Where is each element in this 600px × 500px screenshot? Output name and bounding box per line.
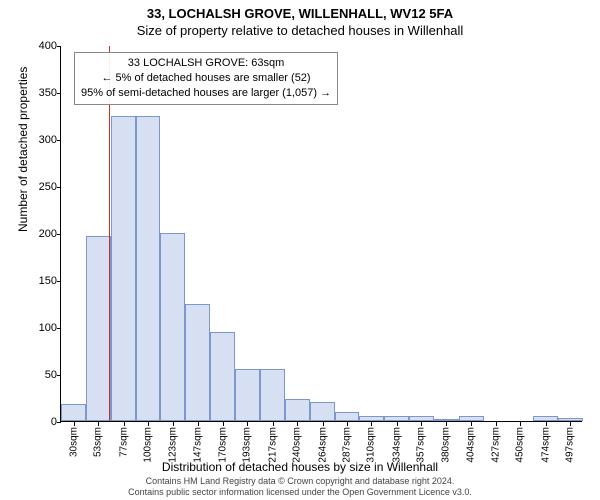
x-tick-label: 77sqm [118, 427, 129, 457]
info-annotation-box: 33 LOCHALSH GROVE: 63sqm ← 5% of detache… [74, 52, 338, 105]
histogram-bar [111, 116, 136, 422]
histogram-bar [136, 116, 160, 422]
x-tick-label: 53sqm [93, 427, 104, 457]
x-tick-label: 264sqm [317, 427, 328, 463]
x-tick-mark [570, 422, 571, 426]
histogram-bar [558, 418, 583, 421]
x-tick-mark [520, 422, 521, 426]
x-tick-label: 334sqm [391, 427, 402, 463]
histogram-bar [434, 419, 459, 421]
x-tick-mark [173, 422, 174, 426]
x-tick-mark [397, 422, 398, 426]
chart-subtitle: Size of property relative to detached ho… [0, 21, 600, 38]
x-tick-label: 474sqm [540, 427, 551, 463]
histogram-bar [359, 416, 384, 421]
footer-line: Contains public sector information licen… [0, 487, 600, 498]
x-tick-mark [297, 422, 298, 426]
x-tick-label: 310sqm [366, 427, 377, 463]
y-tick-mark [57, 93, 61, 94]
x-tick-label: 240sqm [292, 427, 303, 463]
info-line: ← 5% of detached houses are smaller (52) [81, 71, 331, 86]
histogram-bar [409, 416, 433, 421]
x-tick-label: 287sqm [341, 427, 352, 463]
footer-attribution: Contains HM Land Registry data © Crown c… [0, 476, 600, 498]
x-tick-mark [124, 422, 125, 426]
info-line: 95% of semi-detached houses are larger (… [81, 86, 331, 101]
histogram-bar [185, 304, 210, 422]
histogram-bar [86, 236, 111, 421]
histogram-bar [335, 412, 359, 421]
x-tick-mark [371, 422, 372, 426]
x-tick-mark [421, 422, 422, 426]
x-tick-label: 404sqm [466, 427, 477, 463]
x-tick-label: 380sqm [440, 427, 451, 463]
y-tick-mark [57, 422, 61, 423]
x-tick-label: 123sqm [167, 427, 178, 463]
x-tick-mark [471, 422, 472, 426]
x-tick-mark [273, 422, 274, 426]
x-axis-label: Distribution of detached houses by size … [0, 460, 600, 474]
y-tick-mark [57, 140, 61, 141]
x-tick-mark [546, 422, 547, 426]
x-tick-label: 357sqm [416, 427, 427, 463]
histogram-bar [459, 416, 484, 421]
footer-line: Contains HM Land Registry data © Crown c… [0, 476, 600, 487]
histogram-bar [260, 369, 285, 421]
x-tick-mark [74, 422, 75, 426]
page-title: 33, LOCHALSH GROVE, WILLENHALL, WV12 5FA [0, 0, 600, 21]
histogram-bar [61, 404, 86, 421]
x-tick-mark [323, 422, 324, 426]
histogram-bar [533, 416, 558, 421]
histogram-bar [160, 233, 185, 421]
y-tick-mark [57, 234, 61, 235]
histogram-bar [210, 332, 234, 421]
x-tick-mark [98, 422, 99, 426]
histogram-bar [285, 399, 310, 421]
y-tick-mark [57, 375, 61, 376]
histogram-bar [384, 416, 409, 421]
x-tick-mark [446, 422, 447, 426]
y-tick-mark [57, 281, 61, 282]
x-tick-label: 147sqm [193, 427, 204, 463]
x-tick-mark [223, 422, 224, 426]
y-tick-mark [57, 328, 61, 329]
x-tick-label: 497sqm [565, 427, 576, 463]
y-tick-mark [57, 46, 61, 47]
x-tick-mark [148, 422, 149, 426]
x-tick-label: 30sqm [68, 427, 79, 457]
x-tick-mark [198, 422, 199, 426]
x-tick-mark [347, 422, 348, 426]
y-axis-label: Number of detached properties [16, 67, 30, 232]
info-line: 33 LOCHALSH GROVE: 63sqm [81, 56, 331, 71]
x-tick-mark [247, 422, 248, 426]
x-tick-label: 427sqm [490, 427, 501, 463]
x-tick-label: 450sqm [515, 427, 526, 463]
histogram-bar [235, 369, 260, 421]
histogram-bar [310, 402, 335, 421]
y-tick-mark [57, 187, 61, 188]
x-tick-label: 193sqm [242, 427, 253, 463]
x-tick-label: 217sqm [267, 427, 278, 463]
x-tick-mark [496, 422, 497, 426]
x-tick-label: 100sqm [143, 427, 154, 463]
x-tick-label: 170sqm [217, 427, 228, 463]
